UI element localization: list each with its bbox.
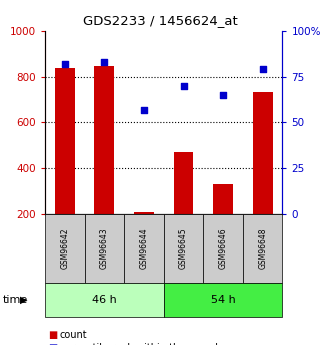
Bar — [253, 92, 273, 260]
Bar — [174, 152, 193, 260]
Text: count: count — [59, 330, 87, 339]
Text: GDS2233 / 1456624_at: GDS2233 / 1456624_at — [83, 14, 238, 27]
Text: percentile rank within the sample: percentile rank within the sample — [59, 344, 224, 345]
Text: GSM96648: GSM96648 — [258, 228, 267, 269]
Text: ■: ■ — [48, 330, 57, 339]
Text: 54 h: 54 h — [211, 295, 236, 305]
Bar — [213, 184, 233, 260]
Bar — [55, 68, 75, 260]
Text: GSM96642: GSM96642 — [60, 228, 69, 269]
Text: GSM96644: GSM96644 — [139, 228, 148, 269]
Text: GSM96643: GSM96643 — [100, 228, 109, 269]
Text: ■: ■ — [48, 344, 57, 345]
Bar — [94, 67, 114, 260]
Point — [141, 107, 146, 112]
Text: time: time — [3, 295, 29, 305]
Text: 46 h: 46 h — [92, 295, 117, 305]
Point — [181, 83, 186, 89]
Text: ▶: ▶ — [20, 295, 27, 305]
Point — [62, 61, 67, 67]
Point — [260, 67, 265, 72]
Text: GSM96645: GSM96645 — [179, 228, 188, 269]
Point — [221, 92, 226, 98]
Text: GSM96646: GSM96646 — [219, 228, 228, 269]
Bar — [134, 211, 154, 260]
Point — [102, 59, 107, 65]
